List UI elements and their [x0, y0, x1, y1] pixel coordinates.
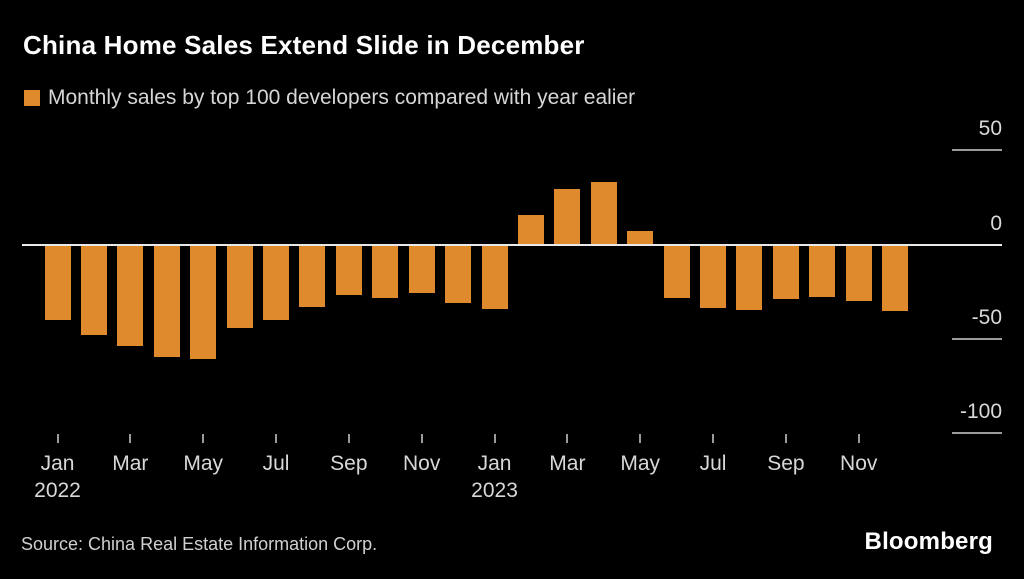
x-axis-label-year: 2023	[471, 479, 518, 502]
bar-apr-2023	[590, 182, 617, 245]
x-tick-mark	[56, 434, 59, 443]
x-tick-mark	[639, 434, 642, 443]
bar-jun-2022	[226, 244, 253, 329]
x-axis-label-month: May	[620, 452, 661, 475]
bar-oct-2023	[809, 244, 836, 298]
x-axis-label-month: May	[183, 452, 224, 475]
x-axis-label-month: Jan	[40, 452, 75, 475]
bar-nov-2023	[845, 244, 872, 302]
y-axis-label-50: 50	[978, 117, 1002, 141]
y-axis-label--100: -100	[959, 400, 1002, 424]
y-tick-line--100	[952, 432, 1002, 435]
bar-jul-2023	[700, 244, 727, 308]
bar-jan-2023	[481, 244, 508, 309]
chart-title: China Home Sales Extend Slide in Decembe…	[23, 30, 585, 60]
x-tick-mark	[275, 434, 278, 443]
legend: Monthly sales by top 100 developers comp…	[24, 86, 635, 110]
y-axis-label-0: 0	[990, 211, 1002, 235]
y-tick-line--50	[952, 337, 1002, 340]
bar-jul-2022	[263, 244, 290, 320]
bar-feb-2022	[80, 244, 107, 336]
bar-sep-2023	[772, 244, 799, 300]
bar-sep-2022	[335, 244, 362, 295]
zero-axis-line	[22, 243, 1002, 246]
legend-swatch-icon	[24, 90, 40, 106]
bar-aug-2022	[299, 244, 326, 307]
x-axis-label-month: Sep	[330, 452, 368, 475]
x-tick-mark	[566, 434, 569, 443]
y-tick-line-50	[952, 149, 1002, 152]
x-axis-label-month: Jul	[262, 452, 290, 475]
x-tick-mark	[420, 434, 423, 443]
x-axis-label-year: 2022	[34, 479, 81, 502]
bar-mar-2022	[117, 244, 144, 347]
x-axis-label-month: Mar	[112, 452, 149, 475]
x-tick-mark	[202, 434, 205, 443]
bloomberg-logo: Bloomberg	[864, 528, 993, 555]
x-tick-mark	[129, 434, 132, 443]
bar-feb-2023	[517, 215, 544, 245]
x-axis-label-month: Jul	[699, 452, 727, 475]
y-axis-label--50: -50	[971, 305, 1002, 329]
bar-oct-2022	[372, 244, 399, 299]
bar-aug-2023	[736, 244, 763, 310]
x-axis-label-month: Jan	[477, 452, 512, 475]
bar-apr-2022	[153, 244, 180, 357]
x-axis-label-month: Sep	[767, 452, 805, 475]
x-tick-mark	[347, 434, 350, 443]
bar-nov-2022	[408, 244, 435, 293]
legend-label: Monthly sales by top 100 developers comp…	[48, 86, 636, 109]
x-axis-label-month: Nov	[840, 452, 878, 475]
x-axis-label-month: Nov	[403, 452, 441, 475]
x-tick-mark	[712, 434, 715, 443]
x-axis-label-month: Mar	[549, 452, 586, 475]
bar-jun-2023	[663, 244, 690, 299]
bar-dec-2023	[882, 244, 909, 311]
source-note: Source: China Real Estate Information Co…	[21, 534, 378, 554]
x-tick-mark	[784, 434, 787, 443]
x-tick-mark	[493, 434, 496, 443]
x-tick-mark	[857, 434, 860, 443]
bar-dec-2022	[445, 244, 472, 303]
bar-mar-2023	[554, 188, 581, 245]
bar-may-2022	[190, 244, 217, 359]
bar-jan-2022	[44, 244, 71, 320]
bar-may-2023	[627, 231, 654, 245]
